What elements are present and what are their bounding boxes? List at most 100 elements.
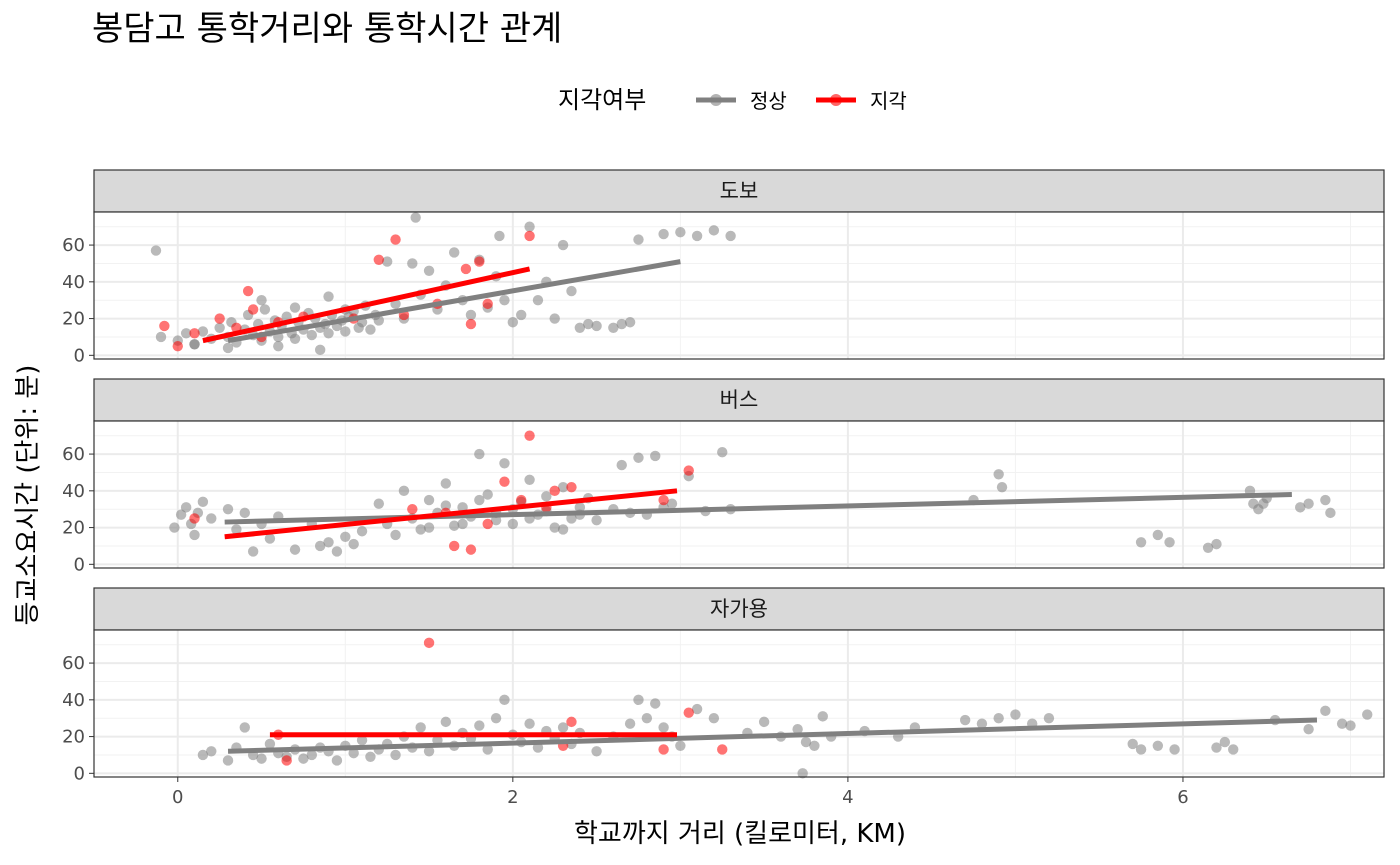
point-정상: [1164, 537, 1175, 548]
point-정상: [206, 746, 217, 757]
point-정상: [959, 714, 971, 726]
point-정상: [390, 529, 401, 541]
point-정상: [440, 716, 452, 728]
point-정상: [340, 326, 351, 337]
point-정상: [633, 694, 644, 706]
point-정상: [1169, 744, 1180, 755]
point-정상: [1303, 498, 1314, 509]
y-tick-label: 0: [74, 345, 85, 366]
point-정상: [675, 227, 686, 238]
point-지각: [482, 518, 493, 530]
point-지각: [390, 234, 401, 245]
point-정상: [633, 234, 644, 245]
panel-border: [93, 629, 1385, 778]
point-정상: [365, 751, 376, 762]
point-정상: [423, 265, 435, 276]
panel-border: [93, 420, 1385, 569]
point-정상: [289, 302, 301, 313]
fit-line-지각: [224, 488, 678, 540]
y-tick-label: 60: [62, 653, 85, 674]
point-정상: [1345, 720, 1356, 731]
point-지각: [465, 544, 477, 555]
point-지각: [172, 340, 183, 352]
point-지각: [460, 263, 472, 275]
point-정상: [1219, 736, 1231, 748]
point-정상: [650, 450, 661, 462]
point-정상: [499, 458, 510, 469]
point-정상: [465, 309, 477, 321]
point-정상: [1211, 538, 1222, 550]
point-정상: [1325, 507, 1336, 519]
point-정상: [407, 258, 418, 269]
point-정상: [499, 295, 510, 306]
point-정상: [507, 518, 519, 530]
point-정상: [155, 331, 167, 343]
x-tick-label: 6: [1177, 787, 1188, 808]
panel-자가용: 자가용 0 20 40 60 0 2 4 6: [62, 587, 1385, 808]
point-정상: [222, 755, 234, 766]
point-지각: [658, 744, 669, 755]
point-정상: [273, 340, 284, 352]
y-tick-label: 20: [62, 518, 85, 539]
point-정상: [691, 230, 703, 242]
point-지각: [373, 254, 385, 265]
point-지각: [482, 298, 493, 310]
point-정상: [1303, 724, 1314, 735]
point-정상: [494, 230, 505, 242]
point-정상: [524, 221, 535, 232]
point-정상: [423, 494, 435, 506]
point-정상: [206, 513, 217, 524]
point-정상: [482, 744, 493, 755]
point-정상: [490, 713, 502, 724]
point-정상: [289, 333, 301, 344]
point-정상: [259, 304, 271, 315]
legend-label: 정상: [750, 89, 787, 113]
point-정상: [189, 339, 200, 350]
panel-도보: 도보 0 20 40 60: [62, 169, 1385, 366]
point-정상: [323, 291, 334, 302]
point-정상: [557, 481, 569, 493]
point-정상: [541, 491, 552, 502]
point-정상: [516, 309, 527, 321]
point-정상: [423, 746, 435, 757]
y-tick-label: 40: [62, 690, 85, 711]
point-지각: [407, 504, 418, 515]
point-정상: [1336, 718, 1348, 729]
point-정상: [474, 720, 485, 731]
point-지각: [474, 256, 485, 267]
point-지각: [566, 716, 577, 728]
point-정상: [532, 742, 544, 753]
point-지각: [214, 313, 225, 324]
legend-key-point: [830, 94, 842, 106]
point-지각: [448, 540, 460, 552]
point-정상: [180, 502, 192, 513]
fit-line-정상: [227, 259, 681, 344]
point-지각: [658, 494, 669, 506]
point-정상: [725, 230, 736, 242]
point-정상: [415, 722, 426, 733]
point-정상: [356, 735, 368, 746]
point-정상: [448, 520, 460, 531]
panel-버스: 버스 0 20 40 60: [62, 378, 1385, 575]
fit-line-정상: [227, 717, 1318, 754]
point-지각: [189, 513, 200, 524]
point-정상: [323, 328, 334, 339]
point-정상: [423, 522, 435, 533]
point-정상: [1295, 502, 1306, 513]
y-tick-label: 40: [62, 272, 85, 293]
point-정상: [398, 485, 410, 497]
point-정상: [314, 540, 326, 552]
legend: 지각여부 정상 지각: [558, 86, 907, 114]
point-정상: [197, 326, 209, 337]
point-정상: [800, 736, 812, 748]
point-지각: [247, 304, 259, 315]
point-지각: [683, 707, 694, 718]
x-tick-label: 4: [842, 787, 853, 808]
point-정상: [549, 313, 560, 324]
point-정상: [817, 711, 828, 722]
point-정상: [239, 722, 250, 733]
x-axis-title: 학교까지 거리 (킬로미터, KM): [574, 819, 906, 849]
point-정상: [717, 447, 728, 458]
point-정상: [474, 448, 485, 460]
